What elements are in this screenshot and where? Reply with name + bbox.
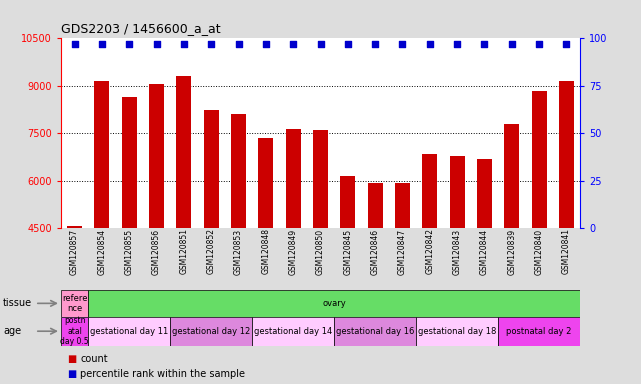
Text: GSM120852: GSM120852 [206, 228, 215, 275]
Text: gestational day 11: gestational day 11 [90, 327, 169, 336]
Text: GSM120857: GSM120857 [70, 228, 79, 275]
Bar [416, 317, 498, 346]
Point [397, 41, 408, 48]
Text: GSM120854: GSM120854 [97, 228, 106, 275]
Bar [449, 156, 465, 371]
Bar [531, 91, 547, 371]
Bar [258, 138, 273, 371]
Point [343, 41, 353, 48]
Bar [477, 159, 492, 371]
Bar [88, 317, 171, 346]
Bar [313, 130, 328, 371]
Point [425, 41, 435, 48]
Text: postnatal day 2: postnatal day 2 [506, 327, 572, 336]
Point [124, 41, 135, 48]
Text: GSM120851: GSM120851 [179, 228, 188, 275]
Text: ovary: ovary [322, 299, 346, 308]
Text: gestational day 18: gestational day 18 [418, 327, 496, 336]
Bar [61, 290, 88, 317]
Text: GSM120845: GSM120845 [344, 228, 353, 275]
Text: percentile rank within the sample: percentile rank within the sample [80, 369, 245, 379]
Text: GSM120849: GSM120849 [288, 228, 297, 275]
Text: GSM120840: GSM120840 [535, 228, 544, 275]
Point [452, 41, 462, 48]
Bar [149, 84, 164, 371]
Bar [176, 76, 192, 371]
Text: GSM120853: GSM120853 [234, 228, 243, 275]
Bar [559, 81, 574, 371]
Point [69, 41, 79, 48]
Point [179, 41, 189, 48]
Point [315, 41, 326, 48]
Text: GSM120848: GSM120848 [262, 228, 271, 275]
Point [261, 41, 271, 48]
Text: GSM120844: GSM120844 [480, 228, 489, 275]
Bar [368, 182, 383, 371]
Text: postn
atal
day 0.5: postn atal day 0.5 [60, 316, 89, 346]
Text: GSM120846: GSM120846 [370, 228, 379, 275]
Text: GSM120850: GSM120850 [316, 228, 325, 275]
Text: GSM120841: GSM120841 [562, 228, 571, 275]
Bar [504, 124, 519, 371]
Text: GSM120847: GSM120847 [398, 228, 407, 275]
Text: GSM120842: GSM120842 [426, 228, 435, 275]
Point [151, 41, 162, 48]
Text: GSM120843: GSM120843 [453, 228, 462, 275]
Text: GSM120856: GSM120856 [152, 228, 161, 275]
Text: gestational day 16: gestational day 16 [336, 327, 414, 336]
Text: ■: ■ [67, 354, 76, 364]
Point [206, 41, 216, 48]
Bar [252, 317, 334, 346]
Bar [498, 317, 580, 346]
Bar [204, 110, 219, 371]
Text: GDS2203 / 1456600_a_at: GDS2203 / 1456600_a_at [61, 22, 221, 35]
Text: gestational day 12: gestational day 12 [172, 327, 251, 336]
Point [534, 41, 544, 48]
Bar [286, 129, 301, 371]
Text: ■: ■ [67, 369, 76, 379]
Bar [171, 317, 252, 346]
Text: count: count [80, 354, 108, 364]
Text: gestational day 14: gestational day 14 [254, 327, 332, 336]
Point [233, 41, 244, 48]
Point [506, 41, 517, 48]
Point [97, 41, 107, 48]
Bar [340, 176, 355, 371]
Bar [67, 226, 82, 371]
Text: GSM120839: GSM120839 [507, 228, 516, 275]
Bar [122, 97, 137, 371]
Text: refere
nce: refere nce [62, 294, 87, 313]
Text: age: age [3, 326, 21, 336]
Point [562, 41, 572, 48]
Point [288, 41, 298, 48]
Bar [395, 182, 410, 371]
Point [479, 41, 490, 48]
Bar [61, 317, 88, 346]
Bar [334, 317, 416, 346]
Text: tissue: tissue [3, 298, 32, 308]
Bar [231, 114, 246, 371]
Bar [422, 154, 437, 371]
Bar [94, 81, 110, 371]
Text: GSM120855: GSM120855 [125, 228, 134, 275]
Point [370, 41, 380, 48]
